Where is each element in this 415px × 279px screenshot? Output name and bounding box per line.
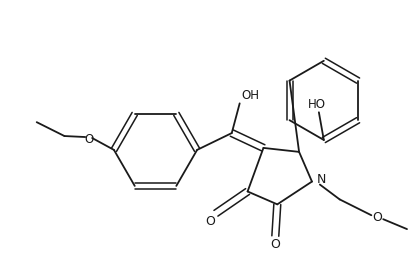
Text: N: N — [317, 173, 326, 186]
Text: HO: HO — [308, 98, 326, 111]
Text: O: O — [85, 133, 94, 146]
Text: OH: OH — [242, 89, 260, 102]
Text: O: O — [271, 239, 280, 251]
Text: O: O — [205, 215, 215, 228]
Text: O: O — [372, 211, 382, 224]
